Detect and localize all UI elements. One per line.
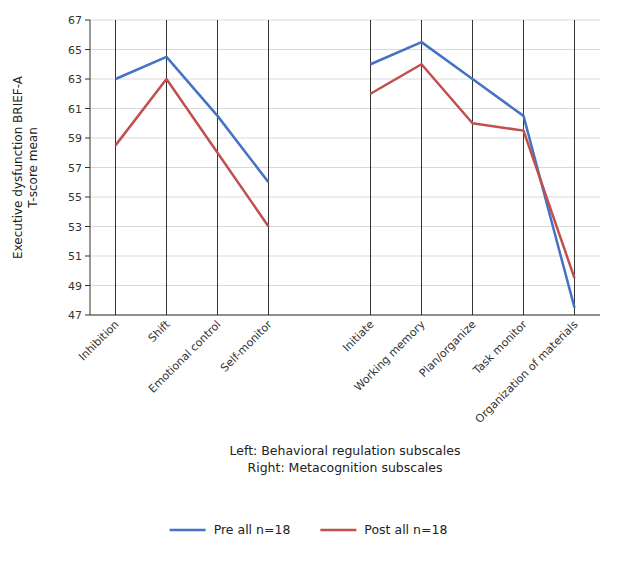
tick-label: 63 <box>68 73 82 86</box>
chart-container: 47 49 51 53 55 57 59 61 63 65 67 Inhibition ShiftEmo… <box>0 0 617 570</box>
category-line <box>217 20 218 315</box>
legend-item: Post all n=18 <box>320 522 447 537</box>
tick-label: 49 <box>68 280 82 293</box>
tick-mark <box>85 49 90 50</box>
chart: 47 49 51 53 55 57 59 61 63 65 67 Inhibition ShiftEmo… <box>0 0 617 570</box>
tick-mark <box>85 167 90 168</box>
x-axis-label: Left: Behavioral regulation subscales Rig… <box>230 443 461 475</box>
tick-mark <box>85 285 90 286</box>
tick-mark <box>85 315 90 316</box>
tick-label: 61 <box>68 103 82 116</box>
category-line <box>166 20 167 315</box>
tick-label: 59 <box>68 132 82 145</box>
series-line <box>116 42 575 308</box>
tick-mark <box>85 79 90 80</box>
category-label: Self-monitor <box>218 318 275 375</box>
y-axis-line <box>90 20 91 315</box>
category-label: Emotional control <box>146 318 224 396</box>
legend-item: Pre all n=18 <box>170 522 291 537</box>
y-axis-label-line: Executive dysfunction BRIEF-A <box>11 75 25 259</box>
legend-label: Pre all n=18 <box>214 522 291 537</box>
legend-swatch <box>320 529 356 532</box>
legend-swatch <box>170 529 206 532</box>
tick-mark <box>85 197 90 198</box>
category-label: Organization of materials <box>473 318 581 426</box>
category-line <box>523 20 524 315</box>
series-line <box>116 64 575 278</box>
tick-label: 57 <box>68 162 82 175</box>
tick-label: 53 <box>68 221 82 234</box>
tick-label: 67 <box>68 14 82 27</box>
category-line <box>574 20 575 315</box>
category-label: Initiate <box>340 318 377 355</box>
tick-label: 65 <box>68 44 82 57</box>
tick-mark <box>85 20 90 21</box>
y-axis-label: Executive dysfunction BRIEF-AT-score mea… <box>11 75 40 259</box>
x-axis-label-line: Right: Metacognition subscales <box>248 460 443 475</box>
category-label: Working memory <box>352 318 428 394</box>
tick-mark <box>85 256 90 257</box>
category-line <box>472 20 473 315</box>
grid-line <box>90 315 600 316</box>
y-axis-label-line: T-score mean <box>26 127 40 209</box>
x-axis: Inhibition ShiftEmotional controlSelf-mon… <box>76 20 581 426</box>
tick-mark <box>85 108 90 109</box>
series-group <box>116 42 575 308</box>
legend: Pre all n=18 Post all n=18 <box>170 522 448 537</box>
category-label: Shift <box>146 317 173 344</box>
x-axis-line <box>90 315 600 316</box>
tick-mark <box>85 226 90 227</box>
category-line <box>115 20 116 315</box>
category-label: Inhibition <box>76 318 122 364</box>
tick-mark <box>85 138 90 139</box>
category-label: Plan/organize <box>417 318 479 380</box>
category-line <box>268 20 269 315</box>
y-axis: 47 49 51 53 55 57 59 61 63 65 67 <box>68 14 600 322</box>
tick-label: 47 <box>68 309 82 322</box>
x-axis-label-line: Left: Behavioral regulation subscales <box>230 443 461 458</box>
tick-label: 51 <box>68 250 82 263</box>
tick-label: 55 <box>68 191 82 204</box>
legend-label: Post all n=18 <box>364 522 447 537</box>
